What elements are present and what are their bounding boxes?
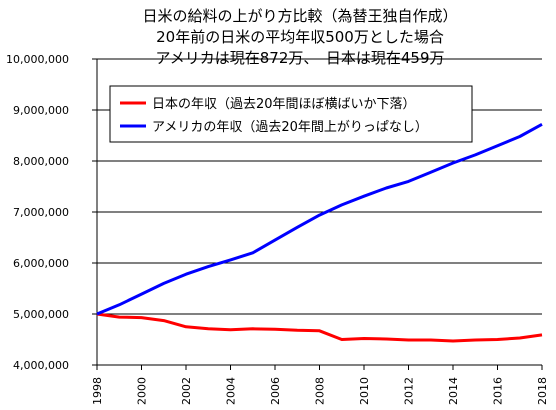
series-lines [96, 122, 543, 343]
x-tick-label: 2014 [447, 377, 460, 405]
x-tick-label: 2018 [536, 377, 549, 405]
x-tick-label: 2012 [403, 377, 416, 405]
x-tick-label: 2002 [180, 377, 193, 405]
y-tick-label: 9,000,000 [13, 104, 69, 117]
x-tick-label: 1998 [91, 377, 104, 405]
x-axis-tick-labels: 1998 2000 2002 2004 2006 2008 2010 2012 2014 2016… [91, 377, 549, 405]
chart-title: 日米の給料の上がり方比較（為替王独自作成） 20年前の日米の平均年収500万とし… [142, 7, 457, 67]
y-tick-label: 4,000,000 [13, 359, 69, 372]
x-tick-label: 2006 [269, 377, 282, 405]
title-line-3: アメリカは現在872万、 日本は現在459万 [155, 49, 444, 67]
y-tick-label: 6,000,000 [13, 257, 69, 270]
x-tick-label: 2008 [314, 377, 327, 405]
y-tick-label: 7,000,000 [13, 206, 69, 219]
y-axis-tick-labels: 4,000,000 5,000,000 6,000,000 7,000,000 8,00… [6, 53, 69, 372]
legend-label-2: アメリカの年収（過去20年間上がりっぱなし） [152, 120, 428, 135]
x-tick-label: 2004 [225, 377, 238, 405]
legend-label-1: 日本の年収（過去20年間ほぼ横ばいか下落） [152, 97, 416, 112]
x-tick-label: 2000 [136, 377, 149, 405]
legend-box [109, 85, 473, 143]
x-tick-label: 2010 [358, 377, 371, 405]
title-line-2: 20年前の日米の平均年収500万とした場合 [156, 28, 444, 46]
y-tick-label: 10,000,000 [6, 53, 69, 66]
series-line-1 [96, 312, 543, 343]
y-tick-label: 8,000,000 [13, 155, 69, 168]
legend: 日本の年収（過去20年間ほぼ横ばいか下落） アメリカの年収（過去20年間上がりっぱ… [109, 85, 473, 143]
x-tick-label: 2016 [492, 377, 505, 405]
series-line-2 [96, 122, 543, 316]
title-line-1: 日米の給料の上がり方比較（為替王独自作成） [142, 7, 457, 25]
y-tick-label: 5,000,000 [13, 308, 69, 321]
